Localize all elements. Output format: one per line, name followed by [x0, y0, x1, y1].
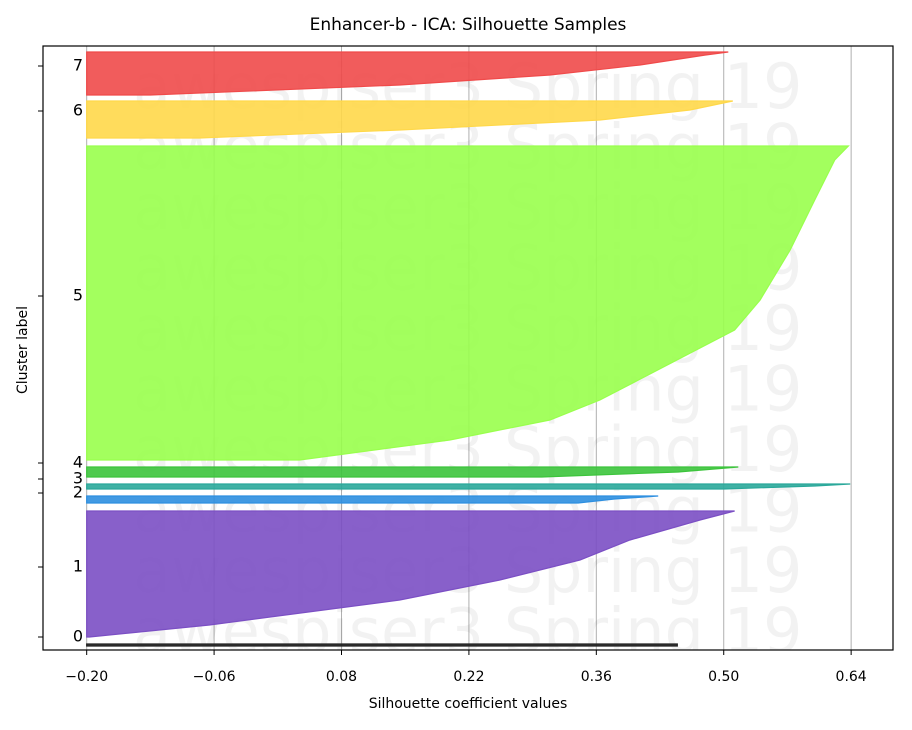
cluster-silhouette	[86, 100, 733, 139]
chart-title: Enhancer-b - ICA: Silhouette Samples	[310, 15, 627, 35]
y-axis-label: Cluster label	[15, 306, 31, 394]
cluster-silhouette	[86, 145, 850, 461]
x-tick-label: −0.20	[65, 669, 108, 685]
cluster-silhouette	[86, 483, 851, 490]
y-tick-label: 7	[73, 56, 83, 75]
x-tick-label: 0.08	[326, 669, 357, 685]
y-tick-label: 4	[73, 453, 83, 472]
x-tick-label: −0.06	[193, 669, 236, 685]
cluster-silhouette	[86, 466, 739, 478]
y-tick-label: 3	[73, 469, 83, 488]
x-tick-label: 0.50	[708, 669, 739, 685]
x-axis-label: Silhouette coefficient values	[369, 696, 568, 712]
y-tick-label: 6	[73, 101, 83, 120]
x-tick-label: 0.64	[836, 669, 867, 685]
cluster-silhouette	[86, 643, 678, 647]
x-tick-label: 0.36	[581, 669, 612, 685]
plot-frame	[42, 45, 894, 651]
x-tick-label: 0.22	[453, 669, 484, 685]
cluster-silhouette	[86, 510, 735, 638]
y-tick-label: 1	[73, 557, 83, 576]
y-tick-label: 0	[73, 627, 83, 646]
marks	[86, 51, 851, 647]
cluster-silhouette	[86, 495, 659, 504]
y-tick-label: 2	[73, 483, 83, 502]
cluster-silhouette	[86, 51, 729, 96]
y-tick-label: 5	[73, 286, 83, 305]
